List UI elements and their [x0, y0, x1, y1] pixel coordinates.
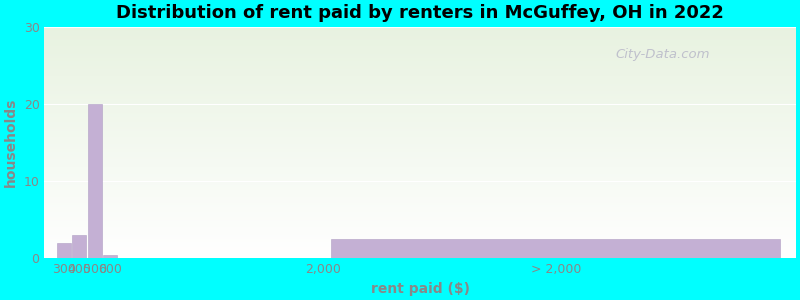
Y-axis label: households: households: [4, 98, 18, 187]
Bar: [72, 235, 86, 258]
Bar: [57, 243, 70, 258]
Title: Distribution of rent paid by renters in McGuffey, OH in 2022: Distribution of rent paid by renters in …: [116, 4, 724, 22]
Text: City-Data.com: City-Data.com: [615, 48, 710, 61]
Bar: [103, 255, 118, 258]
Bar: [331, 239, 780, 258]
Bar: [88, 104, 102, 258]
X-axis label: rent paid ($): rent paid ($): [370, 282, 470, 296]
